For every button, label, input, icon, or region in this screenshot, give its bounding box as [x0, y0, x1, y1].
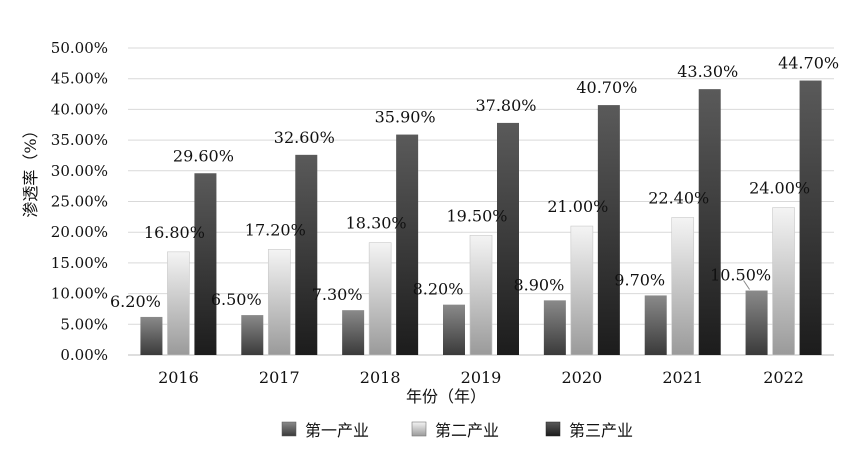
legend-label-series-3: 第三产业 [569, 421, 633, 440]
bar-series-3-2022 [799, 80, 822, 356]
legend-label-series-2: 第二产业 [435, 421, 499, 440]
y-tick-label: 0.00% [60, 346, 108, 364]
bar-series-2-2022 [772, 207, 795, 356]
bar-series-2-2018 [368, 242, 392, 356]
data-label-series-3-2022: 44.70% [778, 54, 839, 73]
bar-series-1-2019 [443, 304, 465, 355]
y-tick-label: 40.00% [51, 100, 108, 118]
x-tick-label: 2016 [158, 368, 199, 387]
bar-series-3-2021 [698, 89, 721, 355]
bar-series-1-2020 [543, 300, 566, 355]
data-label-series-3-2020: 40.70% [576, 78, 637, 97]
data-label-series-3-2018: 35.90% [375, 108, 436, 127]
bar-series-2-2017 [267, 249, 291, 356]
y-axis-ticks: 0.00% 5.00% 10.00% 15.00% 20.00% 25.00% 30.00%… [51, 39, 108, 364]
legend-swatch-series-2 [411, 421, 427, 437]
data-label-series-2-2017: 17.20% [245, 220, 306, 239]
x-axis-ticks: 2016 2017 2018 2019 2020 2021 2022 [158, 368, 804, 387]
data-label-series-1-2019: 8.20% [413, 280, 464, 299]
data-label-series-1-2018: 7.30% [312, 285, 363, 304]
x-tick-label: 2018 [360, 368, 401, 387]
y-tick-label: 35.00% [51, 131, 108, 149]
bar-series-2-2021 [671, 217, 695, 356]
y-tick-label: 25.00% [51, 193, 108, 211]
data-label-series-3-2021: 43.30% [677, 62, 738, 81]
data-label-series-2-2022: 24.00% [749, 179, 810, 198]
data-label-series-1-2020: 8.90% [513, 275, 564, 294]
data-label-series-1-2016: 6.20% [110, 292, 161, 311]
legend: 第一产业 第二产业 第三产业 [281, 421, 633, 440]
bar-series-1-2017 [241, 315, 264, 355]
x-tick-label: 2019 [461, 368, 502, 387]
bars [140, 80, 822, 356]
bar-series-2-2019 [469, 234, 493, 356]
data-label-series-2-2016: 16.80% [144, 223, 205, 242]
y-axis-title: 渗透率（%） [21, 122, 40, 217]
bar-series-3-2017 [295, 154, 318, 355]
x-tick-label: 2021 [662, 368, 703, 387]
y-tick-label: 15.00% [51, 254, 108, 272]
y-tick-label: 5.00% [60, 315, 108, 333]
legend-swatch-series-1 [281, 421, 297, 437]
y-tick-label: 45.00% [51, 70, 108, 88]
data-label-series-3-2017: 32.60% [274, 128, 335, 147]
x-tick-label: 2017 [259, 368, 300, 387]
bar-series-2-2016 [167, 251, 190, 356]
y-tick-label: 30.00% [51, 162, 108, 180]
data-label-series-1-2021: 9.70% [614, 270, 665, 289]
data-labels: 6.20% 16.80% 29.60% 6.50% 17.20% 32.60% 7.30% 1… [110, 54, 839, 311]
x-axis-title: 年份（年） [406, 387, 486, 406]
legend-swatch-series-3 [545, 421, 561, 437]
bar-series-1-2021 [644, 295, 667, 355]
data-label-series-2-2021: 22.40% [648, 188, 709, 207]
legend-label-series-1: 第一产业 [305, 421, 369, 440]
bar-series-1-2018 [342, 310, 365, 355]
bar-series-3-2016 [194, 173, 217, 355]
leader-line [743, 280, 750, 290]
data-label-series-1-2022: 10.50% [710, 266, 771, 285]
data-label-series-3-2019: 37.80% [475, 96, 536, 115]
bar-series-2-2020 [570, 225, 594, 356]
data-label-series-2-2018: 18.30% [346, 214, 407, 233]
bar-series-3-2020 [597, 105, 620, 356]
bar-series-3-2019 [497, 122, 519, 356]
y-tick-label: 20.00% [51, 223, 108, 241]
bar-series-1-2016 [140, 316, 163, 355]
y-tick-label: 10.00% [51, 285, 108, 303]
bar-series-3-2018 [396, 134, 419, 355]
data-label-series-1-2017: 6.50% [211, 290, 262, 309]
y-tick-label: 50.00% [51, 39, 108, 57]
data-label-series-3-2016: 29.60% [173, 146, 234, 165]
data-label-series-2-2019: 19.50% [446, 206, 507, 225]
x-tick-label: 2022 [763, 368, 804, 387]
data-label-series-2-2020: 21.00% [547, 197, 608, 216]
x-tick-label: 2020 [561, 368, 602, 387]
bar-series-1-2022 [745, 290, 768, 355]
